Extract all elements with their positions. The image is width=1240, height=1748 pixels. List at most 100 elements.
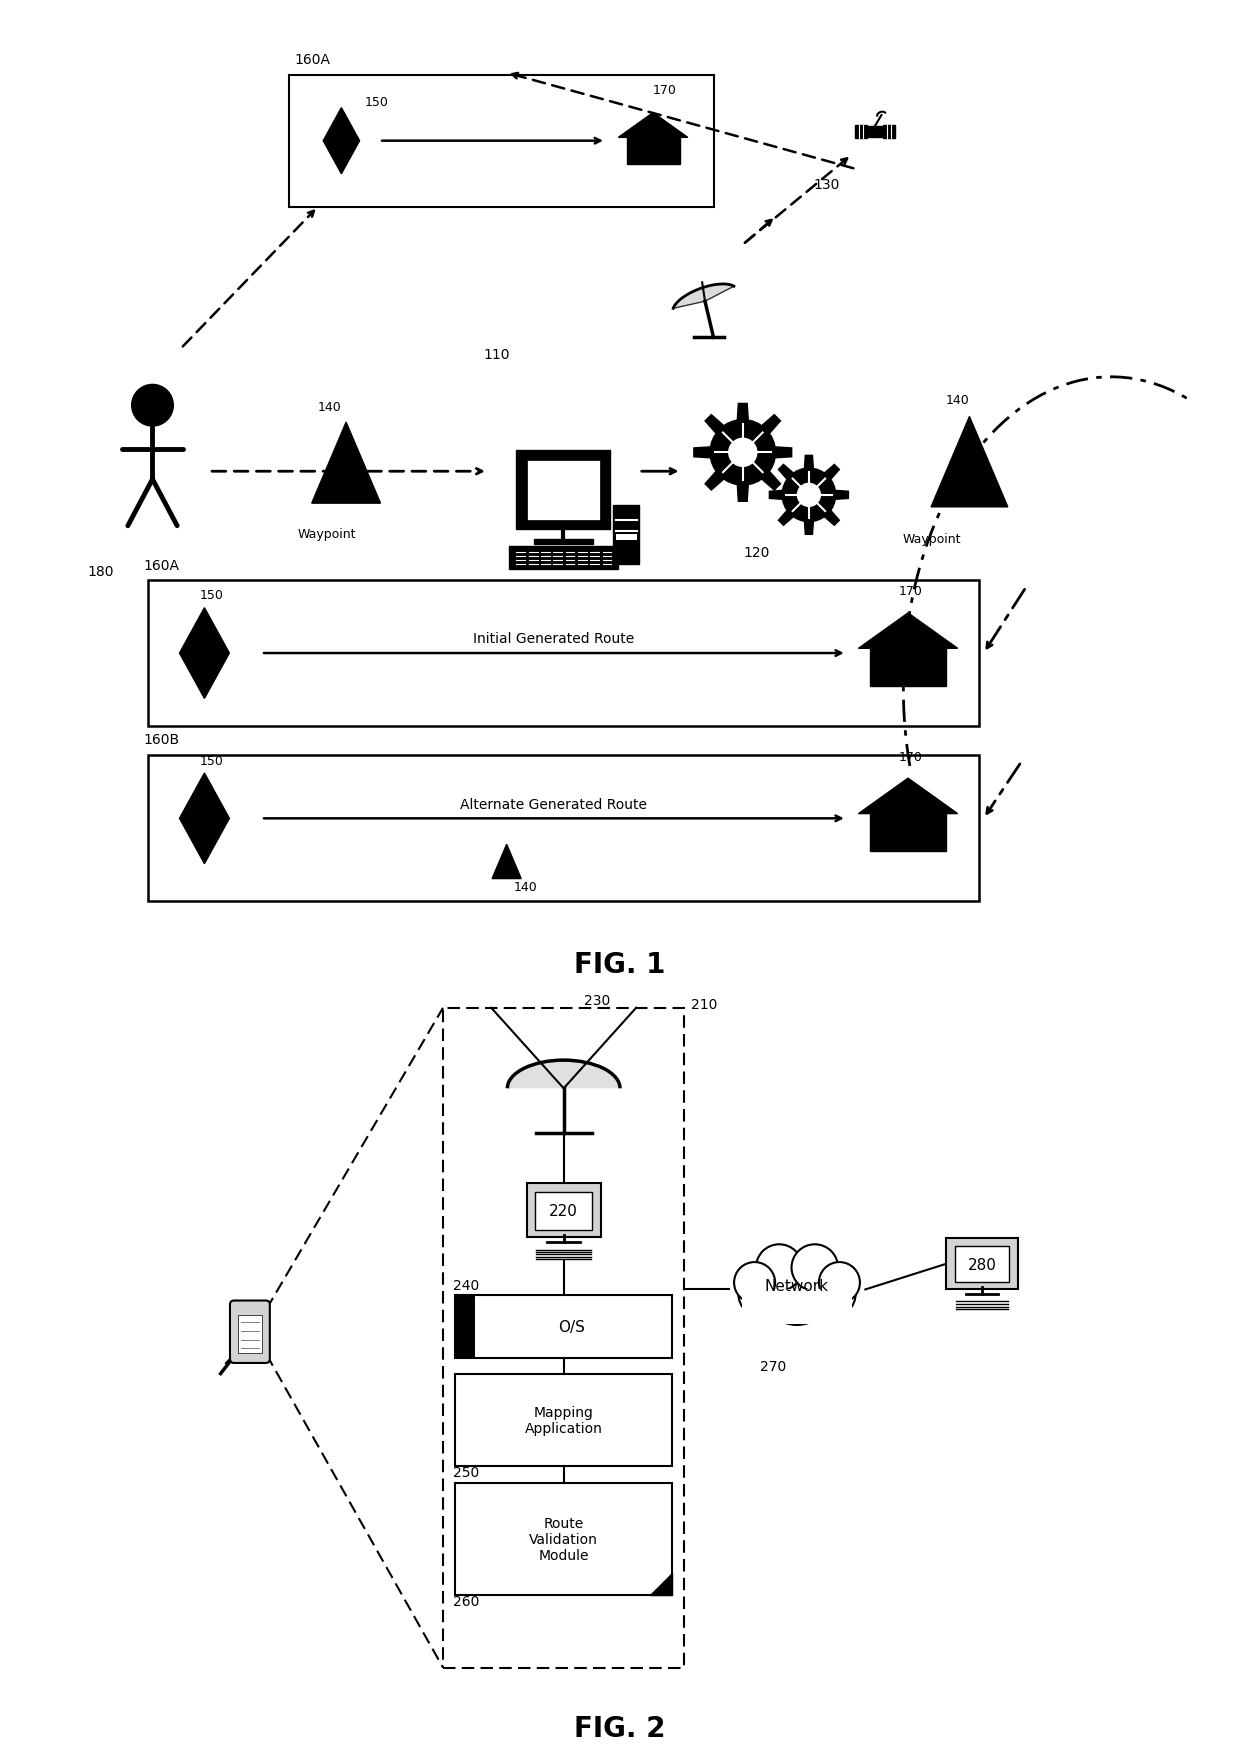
FancyBboxPatch shape [536,1192,593,1231]
Polygon shape [311,423,381,503]
Polygon shape [779,510,795,526]
Text: 210: 210 [691,998,717,1012]
FancyBboxPatch shape [455,1482,672,1596]
Polygon shape [673,285,734,309]
Text: O/S: O/S [558,1320,585,1334]
Text: 170: 170 [653,84,677,98]
FancyBboxPatch shape [743,1290,852,1323]
Text: Route
Validation
Module: Route Validation Module [529,1516,598,1563]
FancyBboxPatch shape [443,1009,684,1668]
Text: 230: 230 [584,993,610,1007]
FancyBboxPatch shape [527,1183,601,1238]
Text: Mapping
Application: Mapping Application [525,1405,603,1435]
Circle shape [729,439,756,467]
Text: FIG. 2: FIG. 2 [574,1715,666,1743]
Polygon shape [180,608,229,699]
Text: 150: 150 [200,589,223,601]
Text: 120: 120 [744,545,770,559]
Polygon shape [858,778,957,815]
Circle shape [738,1267,790,1320]
Circle shape [791,1245,838,1292]
FancyBboxPatch shape [955,1246,1009,1283]
FancyBboxPatch shape [455,1295,475,1358]
Text: 140: 140 [513,881,537,893]
FancyBboxPatch shape [148,755,978,902]
Text: 180: 180 [87,565,114,579]
Circle shape [711,420,775,486]
Polygon shape [769,491,784,500]
Polygon shape [706,470,725,491]
Polygon shape [805,521,813,535]
Polygon shape [779,465,795,481]
Polygon shape [694,447,712,458]
Polygon shape [870,815,946,851]
FancyBboxPatch shape [527,461,600,521]
Text: 280: 280 [967,1257,997,1273]
FancyBboxPatch shape [455,1295,672,1358]
Text: 140: 140 [317,400,341,414]
Polygon shape [868,128,882,138]
FancyBboxPatch shape [148,580,978,727]
Circle shape [782,468,836,523]
Polygon shape [805,456,813,470]
FancyBboxPatch shape [289,75,714,208]
Polygon shape [760,470,780,491]
FancyBboxPatch shape [534,538,593,545]
FancyBboxPatch shape [238,1314,262,1353]
Text: Initial Generated Route: Initial Generated Route [474,633,635,647]
Polygon shape [870,649,946,687]
Polygon shape [823,510,839,526]
Text: 170: 170 [899,750,923,764]
Text: Waypoint: Waypoint [903,533,961,545]
Text: 150: 150 [365,96,389,108]
Polygon shape [650,1573,672,1596]
Text: 150: 150 [200,753,223,767]
Text: 140: 140 [946,393,970,407]
FancyBboxPatch shape [455,1374,672,1467]
Text: 250: 250 [454,1465,480,1479]
FancyBboxPatch shape [616,535,636,540]
Polygon shape [774,447,791,458]
FancyBboxPatch shape [517,451,610,530]
Text: 130: 130 [813,178,839,192]
Polygon shape [492,844,521,879]
Polygon shape [738,404,749,423]
Text: 110: 110 [484,348,510,362]
Polygon shape [180,774,229,864]
Text: 220: 220 [549,1204,578,1218]
Text: 160A: 160A [294,52,330,66]
Polygon shape [324,108,360,175]
Polygon shape [835,491,848,500]
Text: 160B: 160B [143,732,179,746]
Polygon shape [858,614,957,649]
Text: 240: 240 [454,1278,480,1292]
Circle shape [734,1262,775,1304]
Text: Alternate Generated Route: Alternate Generated Route [460,797,647,811]
Circle shape [131,385,174,427]
Polygon shape [883,126,895,138]
Circle shape [818,1262,859,1304]
Circle shape [804,1267,856,1320]
Text: 260: 260 [454,1594,480,1608]
Text: 270: 270 [760,1360,786,1374]
Circle shape [761,1253,832,1325]
Polygon shape [619,114,688,138]
Text: 170: 170 [899,586,923,598]
FancyBboxPatch shape [229,1301,270,1363]
Polygon shape [507,1061,620,1089]
FancyBboxPatch shape [613,505,640,565]
FancyBboxPatch shape [508,547,618,570]
Text: Waypoint: Waypoint [298,528,356,542]
Text: 160A: 160A [143,558,179,572]
Circle shape [756,1245,802,1292]
Polygon shape [738,484,749,502]
Text: Network: Network [765,1280,830,1294]
Polygon shape [823,465,839,481]
Polygon shape [856,126,867,138]
Polygon shape [931,418,1008,507]
Text: FIG. 1: FIG. 1 [574,951,666,979]
FancyBboxPatch shape [946,1238,1018,1290]
Polygon shape [706,416,725,435]
Circle shape [797,484,821,507]
Polygon shape [626,138,680,164]
